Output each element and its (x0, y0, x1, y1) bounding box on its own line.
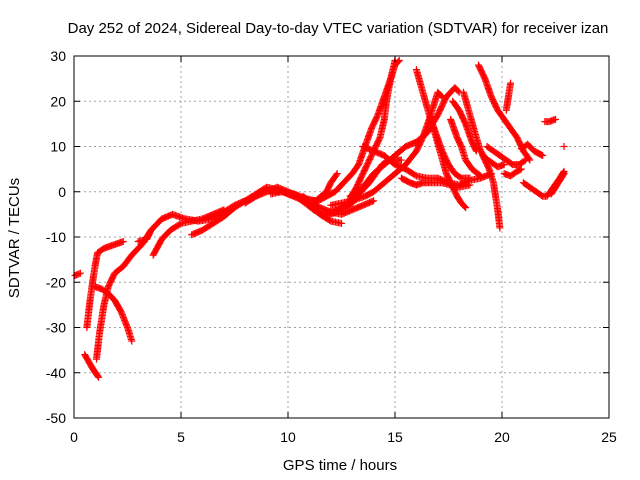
data-markers (71, 57, 568, 381)
y-tick-label: -30 (46, 320, 66, 336)
data-point (507, 79, 515, 87)
data-point (520, 157, 528, 165)
chart-title: Day 252 of 2024, Sidereal Day-to-day VTE… (68, 20, 609, 37)
series-arc-a (71, 269, 84, 279)
y-tick-label: -10 (46, 229, 66, 245)
data-point (95, 373, 103, 381)
data-point (147, 226, 155, 234)
x-tick-label: 15 (387, 429, 403, 445)
y-tick-label: 10 (50, 139, 66, 155)
series-arc-t (447, 115, 485, 180)
x-tick-label: 5 (177, 429, 185, 445)
series-arc-w (474, 61, 534, 164)
series-arc-ad (541, 115, 559, 126)
data-point (461, 202, 469, 210)
y-tick-label: -50 (46, 410, 66, 426)
series-arc-q (397, 174, 474, 191)
series-arc-aa (502, 79, 515, 114)
data-point (338, 219, 345, 227)
data-point (462, 204, 470, 212)
data-point (525, 155, 533, 163)
data-point (220, 206, 228, 214)
grid-lines (74, 56, 609, 418)
data-point (119, 238, 127, 246)
series-arc-f (134, 226, 155, 246)
data-point (454, 87, 462, 95)
data-point (517, 165, 525, 173)
y-tick-label: -40 (46, 365, 66, 381)
x-tick-label: 20 (494, 429, 510, 445)
y-tick-label: -20 (46, 274, 66, 290)
data-point (437, 92, 445, 100)
series-arc-ae (547, 170, 568, 198)
x-axis-label: GPS time / hours (283, 457, 397, 474)
data-point (466, 174, 474, 182)
y-tick-label: 30 (50, 48, 66, 64)
data-point (370, 197, 378, 205)
series-arc-b (81, 351, 103, 381)
data-point (332, 171, 340, 179)
y-tick-label: 0 (58, 184, 66, 200)
x-tick-label: 25 (601, 429, 617, 445)
series-arc-ab (517, 140, 547, 160)
series-arc-o (346, 84, 463, 200)
data-point (500, 161, 508, 169)
data-point (333, 170, 341, 178)
series-arc-z (500, 165, 525, 180)
data-point (496, 224, 504, 232)
series-arc-af (560, 143, 568, 150)
series-arc-c (83, 238, 127, 331)
data-point (552, 115, 559, 123)
data-point (146, 228, 154, 236)
data-point (477, 172, 485, 180)
series-arc-g (149, 206, 228, 259)
series-arc-y (483, 143, 530, 169)
series-arc-d (92, 185, 283, 363)
data-point (560, 170, 568, 178)
data-point (128, 337, 136, 345)
series-arc-s (430, 124, 470, 212)
data-point (466, 181, 474, 189)
data-point (76, 269, 84, 277)
data-point (539, 152, 547, 160)
data-point (94, 372, 102, 380)
x-tick-label: 10 (280, 429, 296, 445)
data-point (475, 171, 483, 179)
y-axis-label: SDTVAR / TECUs (6, 178, 23, 298)
series-arc-e (91, 283, 136, 345)
data-point (559, 171, 567, 179)
series-arc-x (479, 152, 504, 232)
y-tick-label: 20 (50, 93, 66, 109)
x-tick-label: 0 (70, 429, 78, 445)
data-point (397, 156, 405, 164)
axis-ticks: 0 5 10 15 20 25 -50 -40 -30 -20 -10 0 10 20 30 (46, 48, 617, 445)
data-point (522, 156, 530, 164)
data-point (560, 143, 568, 150)
